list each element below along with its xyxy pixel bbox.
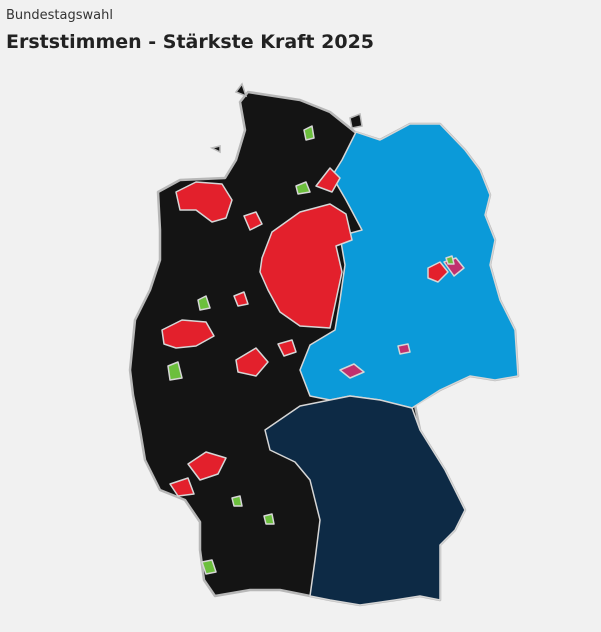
region-spd [175, 181, 233, 223]
island [234, 82, 248, 98]
region-spd [233, 291, 249, 307]
region-spd [169, 477, 195, 497]
region-gruene [231, 495, 243, 507]
region-spd [235, 347, 269, 377]
region-csu [264, 395, 466, 606]
island [349, 112, 363, 129]
region-gruene [197, 295, 211, 311]
region-spd [243, 211, 263, 231]
region-linke [397, 343, 411, 355]
region-spd [315, 167, 341, 193]
region-gruene [445, 255, 455, 265]
region-gruene [167, 361, 183, 381]
region-spd [259, 203, 353, 329]
region-spd [277, 339, 297, 357]
region-gruene [303, 125, 315, 141]
region-gruene [263, 513, 275, 525]
region-spd [427, 261, 449, 283]
region-spd [161, 319, 215, 349]
region-spd [187, 451, 227, 481]
island [209, 145, 221, 154]
region-gruene [201, 559, 217, 575]
subtitle: Bundestagswahl [6, 8, 113, 23]
region-linke [339, 363, 365, 379]
region-gruene [295, 181, 311, 195]
region-afd [299, 123, 519, 409]
title: Erststimmen - Stärkste Kraft 2025 [6, 31, 375, 53]
